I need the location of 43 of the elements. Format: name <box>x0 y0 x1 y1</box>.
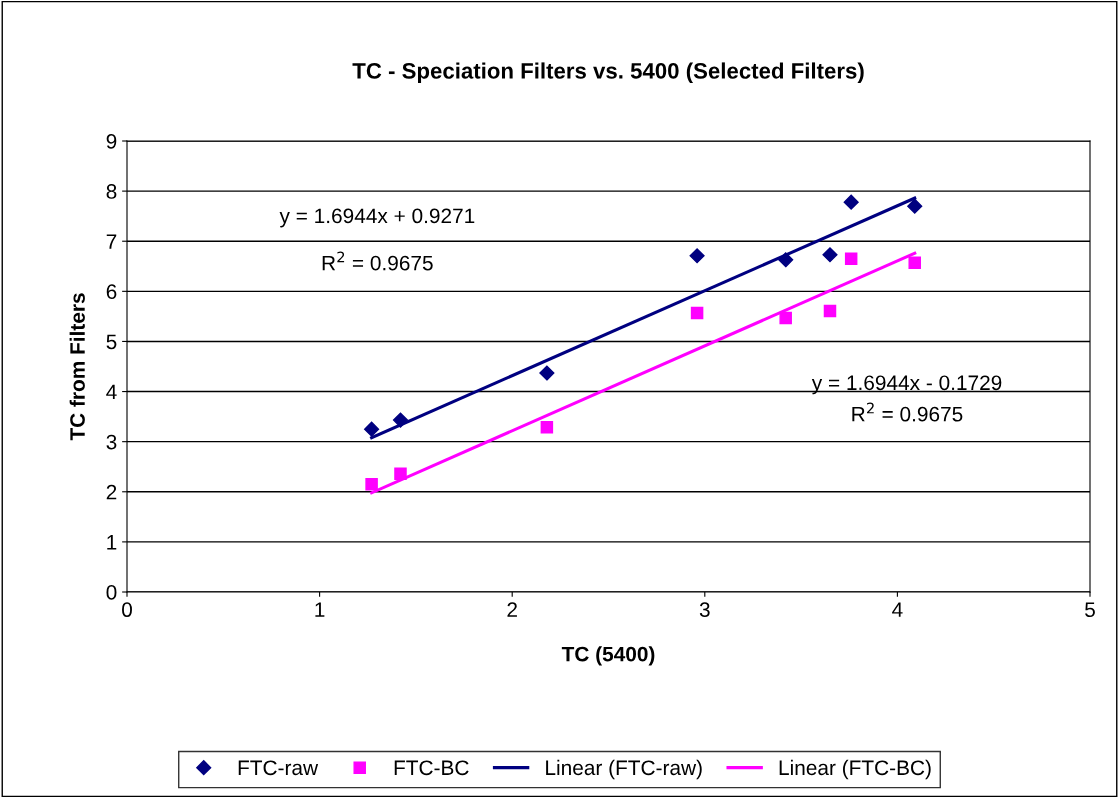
y-tick-label: 3 <box>106 434 117 450</box>
y-tick-label: 6 <box>106 284 117 300</box>
legend-label: FTC-BC <box>394 760 469 776</box>
point <box>539 365 555 381</box>
point <box>364 421 380 437</box>
point <box>392 412 409 428</box>
x-tick-label: 0 <box>122 602 132 618</box>
point <box>779 311 792 325</box>
annotation: y = 1.6944x + 0.9271 <box>279 208 475 228</box>
y-tick-label: 5 <box>106 334 117 350</box>
x-tick-label: 4 <box>892 602 903 617</box>
annotation: y = 1.6944x - 0.1729 <box>811 375 1002 395</box>
x-tick-label: 5 <box>1085 602 1095 618</box>
point <box>822 247 838 263</box>
x-tick-label: 1 <box>315 602 325 617</box>
x-axis-title: TC (5400) <box>561 646 655 666</box>
y-tick-label: 1 <box>107 535 117 550</box>
point <box>540 420 554 434</box>
x-tick-label: 2 <box>507 602 517 617</box>
annotation: R$^{2}$ = 0.9675 <box>852 402 963 422</box>
point <box>690 306 704 320</box>
legend-label: Linear (FTC-BC) <box>779 759 931 780</box>
point <box>843 194 859 210</box>
point <box>823 304 837 318</box>
y-tick-label: 9 <box>106 134 117 149</box>
point <box>844 252 858 266</box>
y-tick-label: 8 <box>106 184 117 199</box>
y-tick-label: 4 <box>106 384 117 400</box>
point <box>778 252 794 268</box>
y-axis-title: TC from Filters <box>69 293 85 441</box>
point <box>907 198 923 214</box>
point <box>689 248 705 264</box>
point <box>908 256 921 270</box>
legend-label: Linear (FTC-raw) <box>546 759 702 780</box>
point <box>394 467 407 480</box>
point <box>365 478 378 491</box>
y-tick-label: 2 <box>106 484 117 500</box>
x-tick-label: 3 <box>699 602 710 618</box>
y-tick-label: 0 <box>106 585 117 600</box>
chart-title: TC - Speciation Filters vs. 5400 (Selected Filters) <box>352 62 864 84</box>
legend-label: FTC-raw <box>238 760 319 776</box>
annotation: R$^{2}$ = 0.9675 <box>322 251 433 271</box>
y-tick-label: 7 <box>106 234 117 249</box>
